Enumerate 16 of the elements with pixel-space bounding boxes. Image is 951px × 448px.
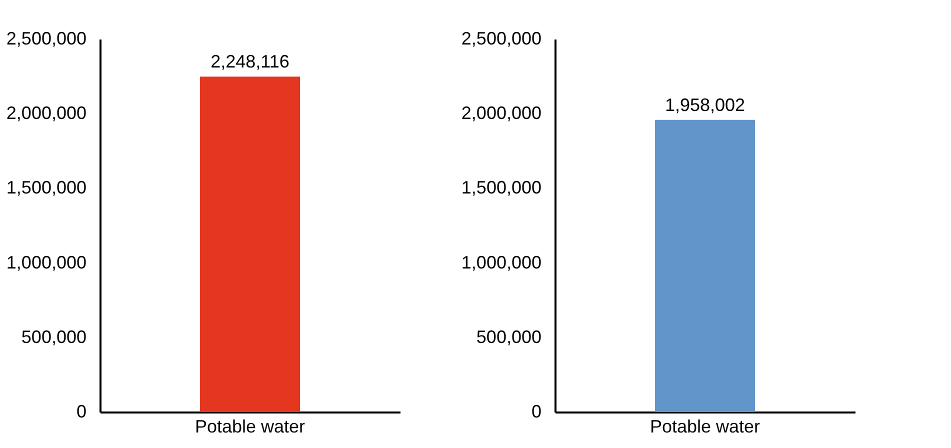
y-tick-label: 0 [531,402,542,422]
data-label: 1,958,002 [664,94,746,115]
y-tick-label: 1,500,000 [6,178,86,198]
y-tick-label: 500,000 [476,326,542,347]
y-tick-label: 1,000,000 [461,252,542,272]
y-tick-label: 1,000,000 [6,252,86,272]
x-tick-label: Potable water [194,416,306,436]
y-tick-label: 1,500,000 [461,178,542,198]
y-tick-label: 2,000,000 [461,103,542,124]
x-tick-label: Potable water [650,416,760,436]
y-tick-label: 500,000 [21,326,86,347]
data-label: 2,248,116 [210,52,290,72]
y-tick-label: 2,000,000 [6,103,86,124]
y-tick-label: 0 [76,402,86,422]
y-tick-label: 2,500,000 [6,28,86,48]
y-tick-label: 2,500,000 [461,28,542,48]
